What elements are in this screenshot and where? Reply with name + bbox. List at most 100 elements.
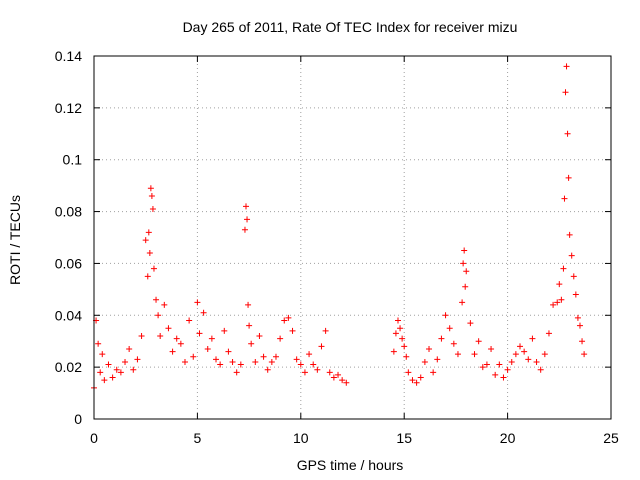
- data-point: [471, 351, 478, 358]
- data-point: [306, 351, 313, 358]
- data-point: [97, 369, 104, 376]
- data-point: [256, 333, 263, 340]
- data-point: [483, 361, 490, 368]
- y-tick-label: 0.06: [55, 255, 82, 271]
- data-point: [225, 348, 232, 355]
- data-point: [101, 377, 108, 384]
- data-point: [117, 369, 124, 376]
- x-tick-label: 15: [396, 430, 412, 446]
- x-tick-label: 0: [90, 430, 98, 446]
- data-point: [122, 358, 129, 365]
- data-point: [134, 356, 141, 363]
- data-point: [562, 89, 569, 96]
- grid-lines: [94, 56, 611, 419]
- y-tick-label: 0.02: [55, 359, 82, 375]
- data-point: [343, 379, 350, 386]
- data-point: [208, 335, 215, 342]
- data-point: [144, 273, 151, 280]
- data-point: [157, 333, 164, 340]
- data-point: [409, 377, 416, 384]
- data-point: [517, 343, 524, 350]
- data-point: [537, 366, 544, 373]
- data-point: [335, 371, 342, 378]
- data-point: [169, 348, 176, 355]
- y-axis-label: ROTI / TECUs: [7, 195, 23, 285]
- data-point: [221, 327, 228, 334]
- y-tick-label: 0.1: [63, 152, 83, 168]
- data-point: [246, 322, 253, 329]
- data-point: [146, 250, 153, 257]
- data-point: [138, 333, 145, 340]
- data-point: [293, 356, 300, 363]
- data-point: [533, 358, 540, 365]
- data-point: [462, 283, 469, 290]
- data-point: [277, 335, 284, 342]
- data-point: [504, 366, 511, 373]
- data-point: [194, 299, 201, 306]
- data-point: [245, 301, 252, 308]
- data-point: [285, 314, 292, 321]
- data-point: [241, 226, 248, 233]
- data-point: [399, 335, 406, 342]
- data-point: [272, 353, 279, 360]
- data-point: [467, 320, 474, 327]
- data-point: [574, 314, 581, 321]
- data-point: [339, 377, 346, 384]
- data-point: [430, 369, 437, 376]
- y-tick-label: 0.04: [55, 307, 82, 323]
- data-point: [434, 356, 441, 363]
- data-points: [91, 63, 588, 391]
- data-point: [392, 330, 399, 337]
- x-axis-label: GPS time / hours: [297, 457, 404, 473]
- data-point: [165, 325, 172, 332]
- data-point: [508, 358, 515, 365]
- data-point: [237, 361, 244, 368]
- data-point: [105, 361, 112, 368]
- data-point: [558, 296, 565, 303]
- data-point: [446, 325, 453, 332]
- data-point: [461, 247, 468, 254]
- data-point: [155, 312, 162, 319]
- data-point: [330, 374, 337, 381]
- data-point: [568, 252, 575, 259]
- data-point: [475, 338, 482, 345]
- data-point: [394, 317, 401, 324]
- data-point: [268, 358, 275, 365]
- data-point: [459, 299, 466, 306]
- data-point: [450, 340, 457, 347]
- data-point: [248, 340, 255, 347]
- data-point: [556, 281, 563, 288]
- data-point: [413, 379, 420, 386]
- data-point: [479, 364, 486, 371]
- data-point: [566, 231, 573, 238]
- data-point: [550, 301, 557, 308]
- x-tick-label: 25: [603, 430, 619, 446]
- data-point: [217, 361, 224, 368]
- data-point: [314, 366, 321, 373]
- data-point: [403, 353, 410, 360]
- data-point: [512, 351, 519, 358]
- data-point: [181, 358, 188, 365]
- data-point: [281, 317, 288, 324]
- plot-frame: [93, 55, 612, 420]
- data-point: [142, 237, 149, 244]
- data-point: [196, 330, 203, 337]
- data-point: [318, 343, 325, 350]
- data-point: [417, 374, 424, 381]
- x-tick-label: 20: [500, 430, 516, 446]
- data-point: [529, 335, 536, 342]
- x-tick-label: 5: [194, 430, 202, 446]
- data-point: [488, 345, 495, 352]
- data-point: [442, 312, 449, 319]
- data-point: [560, 265, 567, 272]
- data-point: [521, 348, 528, 355]
- y-tick-label: 0.12: [55, 100, 82, 116]
- y-tick-labels: 0 0.02 0.04 0.06 0.08 0.1 0.12 0.14: [55, 48, 82, 427]
- data-point: [260, 353, 267, 360]
- y-tick-label: 0.08: [55, 204, 82, 220]
- data-point: [113, 366, 120, 373]
- data-point: [244, 216, 251, 223]
- data-point: [130, 366, 137, 373]
- data-point: [390, 348, 397, 355]
